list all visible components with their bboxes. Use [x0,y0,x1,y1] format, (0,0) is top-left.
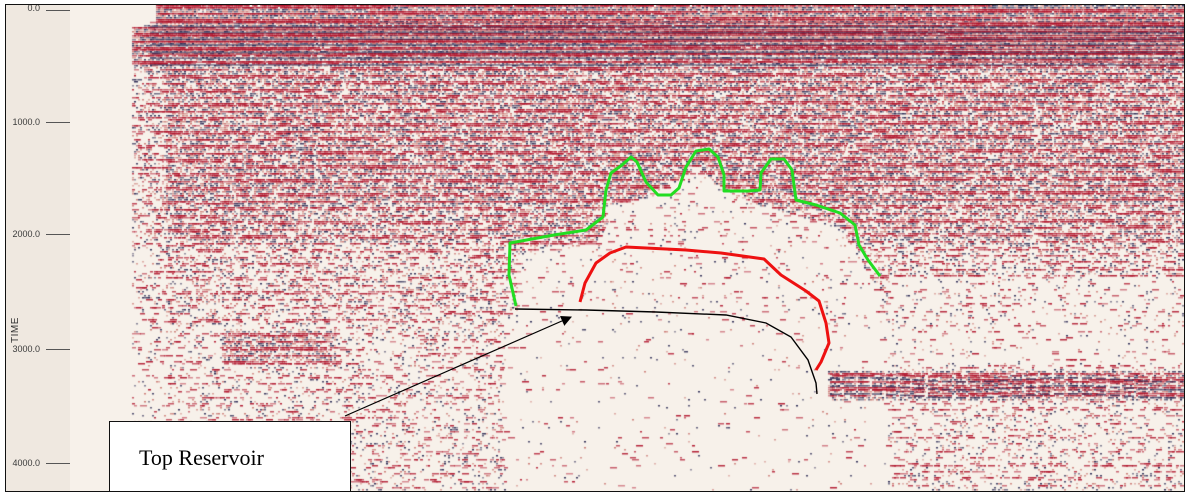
tick-mark-0 [46,10,70,11]
callout-label: Top Reservoir [139,445,264,470]
top-reservoir-callout: Top Reservoir [109,421,351,491]
tick-mark-4000 [46,463,70,464]
seismic-figure: 0.0 1000.0 2000.0 3000.0 4000.0 TIME Top… [5,4,1185,492]
tick-label-2000: 2000.0 [12,229,40,239]
axis-title: TIME [10,317,21,343]
time-axis: 0.0 1000.0 2000.0 3000.0 4000.0 TIME [6,5,71,491]
tick-label-1000: 1000.0 [12,117,40,127]
tick-label-0: 0.0 [27,4,40,13]
tick-mark-1000 [46,122,70,123]
tick-mark-2000 [46,234,70,235]
tick-label-3000: 3000.0 [12,344,40,354]
seismic-section-image [70,5,1184,491]
tick-label-4000: 4000.0 [12,458,40,468]
tick-mark-3000 [46,349,70,350]
